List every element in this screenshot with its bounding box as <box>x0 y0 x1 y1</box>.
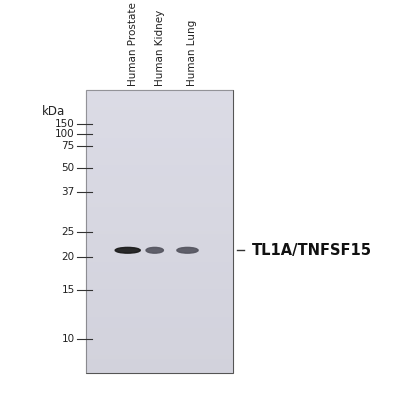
Text: Human Kidney: Human Kidney <box>155 9 165 86</box>
Text: 37: 37 <box>62 186 75 196</box>
Text: 25: 25 <box>62 227 75 237</box>
Text: Human Lung: Human Lung <box>188 19 198 86</box>
Text: Human Prostate: Human Prostate <box>128 2 138 86</box>
FancyBboxPatch shape <box>86 90 233 373</box>
Text: 10: 10 <box>62 334 75 344</box>
Text: 15: 15 <box>62 285 75 295</box>
Text: 100: 100 <box>55 129 75 139</box>
Text: 20: 20 <box>62 252 75 262</box>
Text: 75: 75 <box>62 141 75 151</box>
Text: TL1A/TNFSF15: TL1A/TNFSF15 <box>252 243 372 258</box>
Text: 150: 150 <box>55 119 75 129</box>
Text: kDa: kDa <box>42 105 65 118</box>
Text: 50: 50 <box>62 163 75 173</box>
Ellipse shape <box>177 247 198 253</box>
Ellipse shape <box>115 247 140 253</box>
Ellipse shape <box>146 247 163 253</box>
